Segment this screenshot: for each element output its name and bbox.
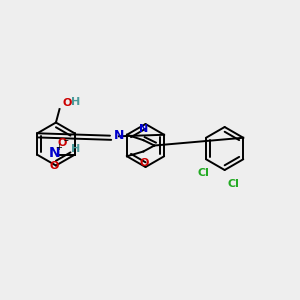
Text: –: – xyxy=(64,135,69,145)
Text: O: O xyxy=(57,138,66,148)
Text: Cl: Cl xyxy=(228,179,239,189)
Text: O: O xyxy=(140,158,149,168)
Text: O: O xyxy=(62,98,72,108)
Text: N: N xyxy=(139,124,148,134)
Text: H: H xyxy=(71,97,80,107)
Text: O: O xyxy=(50,161,59,171)
Text: +: + xyxy=(55,143,62,152)
Text: Cl: Cl xyxy=(198,168,210,178)
Text: H: H xyxy=(70,144,80,154)
Text: N: N xyxy=(48,146,60,160)
Text: N: N xyxy=(114,129,124,142)
